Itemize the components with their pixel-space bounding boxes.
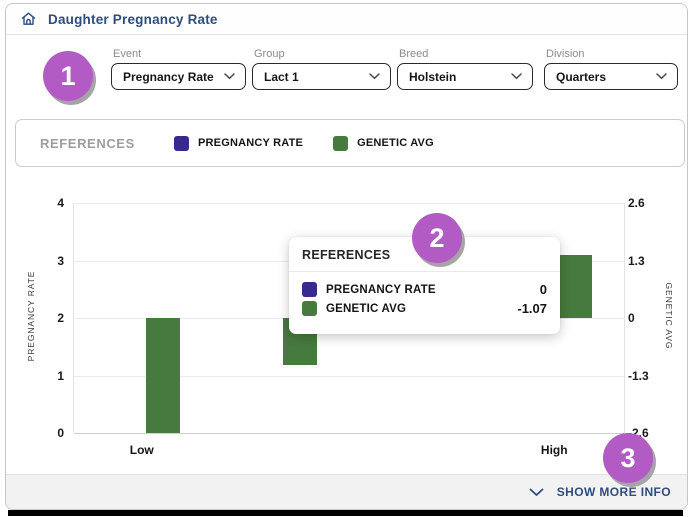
page-title: Daughter Pregnancy Rate <box>48 11 218 27</box>
tooltip-row-label: PREGNANCY RATE <box>326 283 436 296</box>
gridline <box>74 433 624 434</box>
tooltip-divider <box>289 271 560 272</box>
right-axis-tick: -1.3 <box>628 368 649 383</box>
filter-event-label: Event <box>113 48 142 60</box>
legend-label: PREGNANCY RATE <box>198 137 304 149</box>
legend-item-genetic-avg[interactable]: GENETIC AVG <box>333 135 434 151</box>
show-more-info-button[interactable]: SHOW MORE INFO <box>529 485 671 499</box>
filter-breed-select[interactable]: Holstein <box>397 63 533 90</box>
left-axis-tick: 1 <box>57 368 64 383</box>
references-bar: REFERENCES PREGNANCY RATE GENETIC AVG <box>15 119 685 167</box>
pregnancy-rate-swatch <box>302 282 317 297</box>
right-axis-tick: 2.6 <box>628 196 645 210</box>
tooltip-row-value: -1.07 <box>517 301 547 316</box>
chevron-down-icon <box>529 488 544 497</box>
filter-event: Event Pregnancy Rate <box>111 48 246 90</box>
bar-genetic-avg-high[interactable] <box>558 254 593 318</box>
left-axis-tick: 4 <box>57 196 64 210</box>
daughter-pregnancy-rate-panel: Daughter Pregnancy Rate Event Pregnancy … <box>5 3 688 510</box>
left-axis-tick: 2 <box>57 311 64 325</box>
genetic-avg-swatch <box>302 301 317 316</box>
annotation-badge-2: 2 <box>412 213 462 263</box>
annotation-badge-3: 3 <box>603 433 653 483</box>
tooltip-title: REFERENCES <box>302 248 391 262</box>
filter-group-label: Group <box>254 48 285 60</box>
panel-header: Daughter Pregnancy Rate <box>6 4 687 35</box>
filter-breed-label: Breed <box>399 48 429 60</box>
genetic-avg-swatch <box>333 135 349 151</box>
chevron-down-icon <box>656 73 667 80</box>
chevron-down-icon <box>224 73 235 80</box>
tooltip-row-pregnancy-rate: PREGNANCY RATE 0 <box>302 282 547 297</box>
filter-group-value: Lact 1 <box>264 69 299 84</box>
filter-group: Group Lact 1 <box>252 48 391 90</box>
annotation-badge-1: 1 <box>43 51 93 101</box>
chevron-down-icon <box>369 73 380 80</box>
legend-label: GENETIC AVG <box>357 137 434 149</box>
home-icon[interactable] <box>20 11 37 27</box>
legend-item-pregnancy-rate[interactable]: PREGNANCY RATE <box>174 135 304 151</box>
right-axis-tick: 0 <box>628 311 635 325</box>
references-title: REFERENCES <box>40 135 135 151</box>
gridline <box>74 203 624 204</box>
window-bottom-edge <box>8 510 683 516</box>
tooltip-row-value: 0 <box>539 282 547 297</box>
left-axis-tick: 3 <box>57 253 64 268</box>
filter-division-label: Division <box>546 48 585 60</box>
plot-area <box>73 203 625 434</box>
x-axis-label-low: Low <box>129 443 154 457</box>
bar-genetic-avg-low[interactable] <box>145 318 180 433</box>
left-axis-tick: 0 <box>57 426 64 440</box>
filter-group-select[interactable]: Lact 1 <box>252 63 391 90</box>
panel-footer: SHOW MORE INFO <box>6 474 687 509</box>
x-axis-label-high: High <box>540 443 568 457</box>
gridline <box>74 375 624 377</box>
filter-division-select[interactable]: Quarters <box>544 63 678 90</box>
filter-event-select[interactable]: Pregnancy Rate <box>111 63 246 90</box>
right-axis-tick: 1.3 <box>628 253 645 268</box>
filter-breed: Breed Holstein <box>397 48 533 90</box>
tooltip-row-label: GENETIC AVG <box>326 302 407 315</box>
filter-division: Division Quarters <box>544 48 678 90</box>
show-more-info-label: SHOW MORE INFO <box>556 485 671 499</box>
chart: PREGNANCY RATE GENETIC AVG 0 1 2 3 4 -2.6 -1.3… <box>6 167 687 475</box>
filter-division-value: Quarters <box>556 69 607 84</box>
filter-event-value: Pregnancy Rate <box>123 69 214 84</box>
chevron-down-icon <box>511 73 522 80</box>
tooltip-row-genetic-avg: GENETIC AVG -1.07 <box>302 301 547 316</box>
pregnancy-rate-swatch <box>174 135 189 151</box>
filter-breed-value: Holstein <box>409 69 457 84</box>
